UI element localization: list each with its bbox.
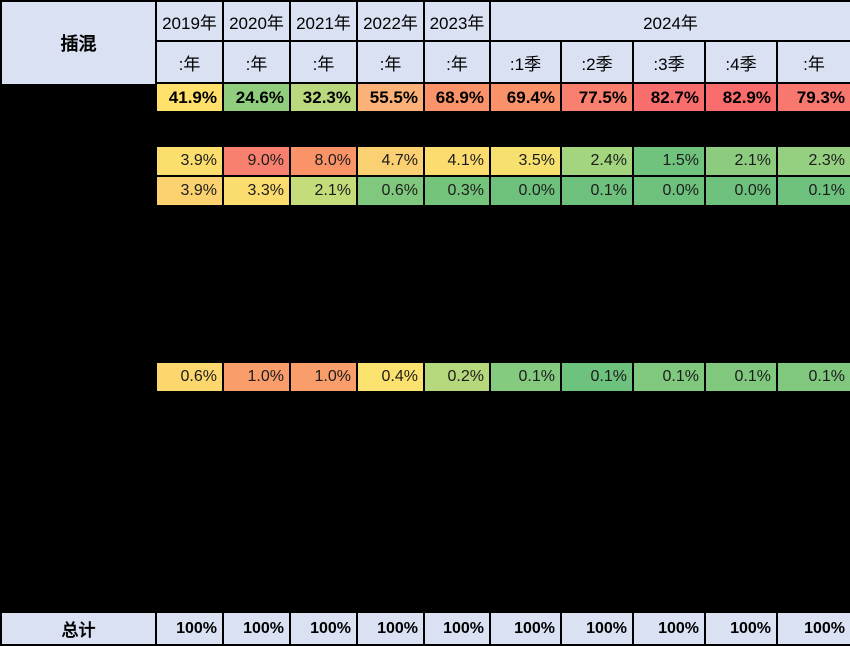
table-cell[interactable]: 0.1% (562, 177, 634, 207)
table-cell[interactable]: 3.9% (157, 147, 224, 177)
redacted-row-label (0, 177, 157, 207)
redacted-row-label (0, 84, 157, 113)
total-cell[interactable]: 100% (491, 613, 562, 646)
table-cell[interactable]: 32.3% (291, 84, 358, 113)
header-period-2022-year[interactable]: :年 (358, 42, 425, 84)
table-cell[interactable]: 0.1% (778, 363, 850, 393)
table-cell[interactable]: 1.0% (224, 363, 291, 393)
total-cell[interactable]: 100% (224, 613, 291, 646)
table-cell[interactable]: 55.5% (358, 84, 425, 113)
redacted-row-label (0, 363, 157, 393)
table-row: 3.9% 3.3% 2.1% 0.6% 0.3% 0.0% 0.1% 0.0% … (0, 177, 850, 207)
header-period-2024-q4[interactable]: :4季 (706, 42, 778, 84)
table-cell[interactable]: 68.9% (425, 84, 491, 113)
table-cell[interactable]: 0.1% (778, 177, 850, 207)
table-row: 41.9% 24.6% 32.3% 55.5% 68.9% 69.4% 77.5… (0, 84, 850, 113)
total-cell[interactable]: 100% (634, 613, 706, 646)
table-cell[interactable]: 0.0% (634, 177, 706, 207)
table-row: 3.9% 9.0% 8.0% 4.7% 4.1% 3.5% 2.4% 1.5% … (0, 147, 850, 177)
table-cell[interactable]: 0.6% (157, 363, 224, 393)
table-cell[interactable]: 24.6% (224, 84, 291, 113)
table-cell[interactable]: 2.4% (562, 147, 634, 177)
header-period-2023-year[interactable]: :年 (425, 42, 491, 84)
header-period-2024-q1[interactable]: :1季 (491, 42, 562, 84)
table-cell[interactable]: 77.5% (562, 84, 634, 113)
header-period-2024-year[interactable]: :年 (778, 42, 850, 84)
table-cell[interactable]: 0.4% (358, 363, 425, 393)
header-year-2019[interactable]: 2019年 (157, 0, 224, 42)
header-year-row: 2019年 2020年 2021年 2022年 2023年 2024年 (157, 0, 850, 42)
redacted-row-label (0, 147, 157, 177)
table-cell[interactable]: 9.0% (224, 147, 291, 177)
table-cell[interactable]: 41.9% (157, 84, 224, 113)
total-cell[interactable]: 100% (157, 613, 224, 646)
table-cell[interactable]: 2.1% (291, 177, 358, 207)
total-row: 总计 100% 100% 100% 100% 100% 100% 100% 10… (0, 613, 850, 646)
table-cell[interactable]: 2.1% (706, 147, 778, 177)
table-cell[interactable]: 79.3% (778, 84, 850, 113)
total-cell[interactable]: 100% (706, 613, 778, 646)
table-cell[interactable]: 69.4% (491, 84, 562, 113)
header-year-2022[interactable]: 2022年 (358, 0, 425, 42)
table-cell[interactable]: 0.3% (425, 177, 491, 207)
header-year-2020[interactable]: 2020年 (224, 0, 291, 42)
table-cell[interactable]: 3.3% (224, 177, 291, 207)
total-cell[interactable]: 100% (562, 613, 634, 646)
table-cell[interactable]: 0.0% (706, 177, 778, 207)
table-cell[interactable]: 0.1% (491, 363, 562, 393)
table-cell[interactable]: 82.7% (634, 84, 706, 113)
header-year-2021[interactable]: 2021年 (291, 0, 358, 42)
table-cell[interactable]: 0.1% (706, 363, 778, 393)
table-cell[interactable]: 8.0% (291, 147, 358, 177)
table-cell[interactable]: 82.9% (706, 84, 778, 113)
table-cell[interactable]: 1.5% (634, 147, 706, 177)
header-period-2021-year[interactable]: :年 (291, 42, 358, 84)
table-cell[interactable]: 0.2% (425, 363, 491, 393)
header-columns: 2019年 2020年 2021年 2022年 2023年 2024年 :年 :… (157, 0, 850, 84)
table-cell[interactable]: 4.7% (358, 147, 425, 177)
header-year-2023[interactable]: 2023年 (425, 0, 491, 42)
table-cell[interactable]: 3.9% (157, 177, 224, 207)
header-period-row: :年 :年 :年 :年 :年 :1季 :2季 :3季 :4季 :年 (157, 42, 850, 84)
table-cell[interactable]: 3.5% (491, 147, 562, 177)
total-cell[interactable]: 100% (778, 613, 850, 646)
total-cell[interactable]: 100% (358, 613, 425, 646)
header-period-2020-year[interactable]: :年 (224, 42, 291, 84)
table-cell[interactable]: 0.0% (491, 177, 562, 207)
corner-label-cell[interactable]: 插混 (0, 0, 157, 84)
header-period-2019-year[interactable]: :年 (157, 42, 224, 84)
table-cell[interactable]: 0.1% (562, 363, 634, 393)
total-label-cell[interactable]: 总计 (0, 613, 157, 646)
total-cell[interactable]: 100% (425, 613, 491, 646)
table-cell[interactable]: 0.1% (634, 363, 706, 393)
header-period-2024-q3[interactable]: :3季 (634, 42, 706, 84)
total-cell[interactable]: 100% (291, 613, 358, 646)
header-period-2024-q2[interactable]: :2季 (562, 42, 634, 84)
table-row: 0.6% 1.0% 1.0% 0.4% 0.2% 0.1% 0.1% 0.1% … (0, 363, 850, 393)
table-cell[interactable]: 1.0% (291, 363, 358, 393)
header-rows: 插混 2019年 2020年 2021年 2022年 2023年 2024年 :… (0, 0, 850, 84)
header-year-2024-group[interactable]: 2024年 (491, 0, 850, 42)
table-cell[interactable]: 4.1% (425, 147, 491, 177)
table-cell[interactable]: 2.3% (778, 147, 850, 177)
table-cell[interactable]: 0.6% (358, 177, 425, 207)
